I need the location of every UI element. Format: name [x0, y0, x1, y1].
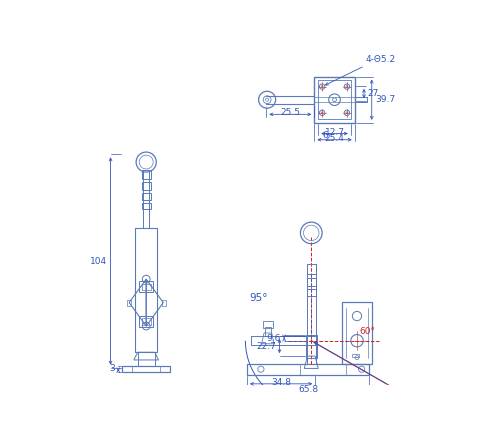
Bar [136, 227, 157, 352]
Text: 4-Θ5.2: 4-Θ5.2 [366, 55, 396, 64]
Text: 65.8: 65.8 [298, 385, 318, 394]
Bar [139, 316, 153, 327]
Text: 25.4: 25.4 [324, 134, 344, 143]
Text: 3: 3 [110, 364, 115, 373]
Text: 12.7: 12.7 [324, 128, 344, 136]
Bar [306, 335, 316, 358]
Bar [127, 300, 130, 306]
Bar [342, 302, 372, 364]
Text: 25.5: 25.5 [280, 108, 300, 117]
Bar [162, 300, 166, 306]
Bar [306, 278, 316, 286]
Text: 27: 27 [368, 89, 379, 98]
Bar [142, 182, 151, 190]
Bar [122, 366, 170, 372]
Bar [306, 264, 316, 275]
Text: 60°: 60° [360, 327, 376, 336]
Bar [263, 321, 272, 328]
Text: 22.7: 22.7 [256, 342, 276, 351]
Bar [138, 352, 154, 366]
Bar [265, 327, 271, 336]
Text: 34.8: 34.8 [271, 378, 291, 387]
Text: 6: 6 [322, 130, 328, 139]
Bar [139, 281, 153, 292]
Bar [352, 354, 358, 357]
Bar [247, 364, 370, 375]
Bar [142, 318, 151, 325]
Bar [306, 289, 316, 296]
Bar [142, 284, 151, 290]
Text: 104: 104 [90, 256, 106, 265]
Bar [314, 77, 354, 123]
Bar [142, 170, 151, 179]
Text: 95°: 95° [250, 294, 268, 304]
Text: 9.6: 9.6 [266, 333, 281, 343]
Text: 39.7: 39.7 [376, 95, 396, 104]
Bar [142, 193, 151, 200]
Bar [142, 203, 151, 209]
Bar [318, 81, 351, 119]
